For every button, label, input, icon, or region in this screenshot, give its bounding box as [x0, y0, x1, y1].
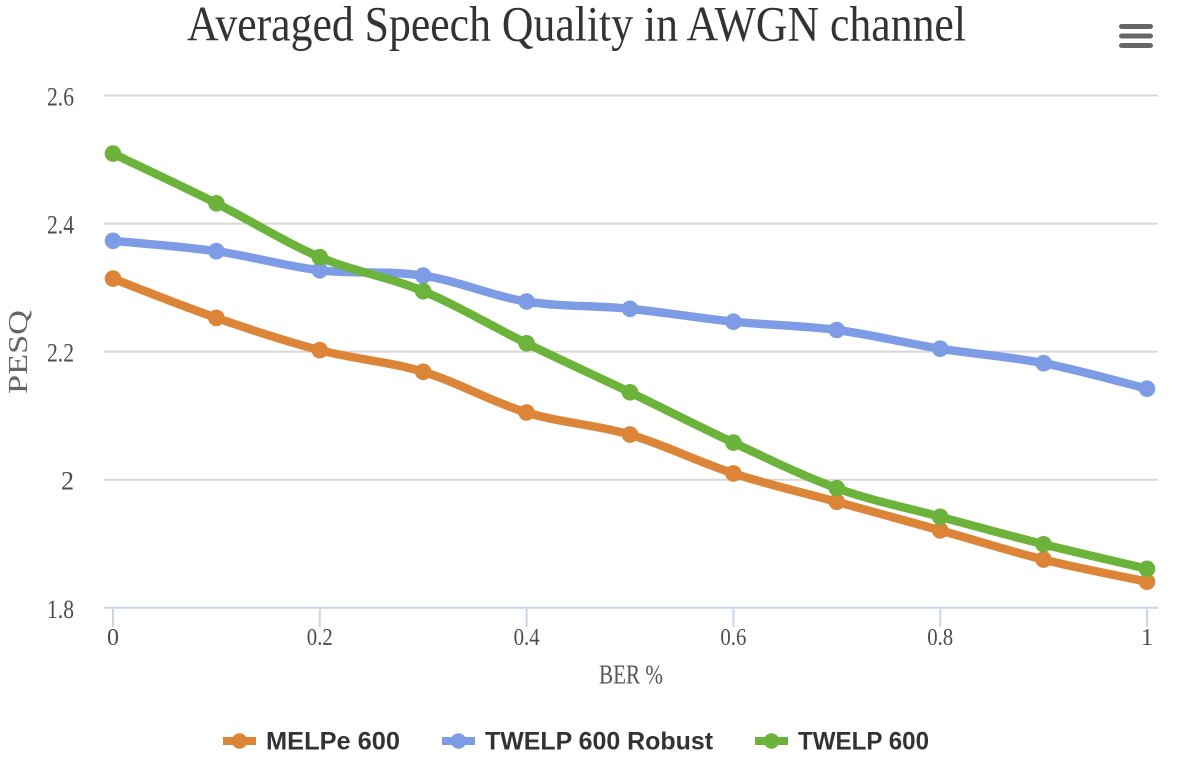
- svg-text:MELPe 600: MELPe 600: [266, 728, 400, 756]
- svg-text:0.8: 0.8: [927, 625, 953, 651]
- svg-text:TWELP 600 Robust: TWELP 600 Robust: [485, 728, 714, 756]
- svg-text:2: 2: [61, 467, 74, 496]
- svg-text:0.4: 0.4: [514, 625, 540, 651]
- svg-text:1: 1: [1141, 625, 1153, 651]
- svg-text:TWELP 600: TWELP 600: [798, 728, 929, 756]
- svg-text:2.6: 2.6: [47, 83, 74, 112]
- svg-text:0: 0: [107, 625, 119, 651]
- svg-text:1.8: 1.8: [47, 595, 74, 624]
- svg-text:2.4: 2.4: [47, 211, 74, 240]
- svg-text:2.2: 2.2: [47, 339, 74, 368]
- svg-text:0.6: 0.6: [720, 625, 746, 651]
- svg-text:0.2: 0.2: [307, 625, 333, 651]
- svg-text:BER %: BER %: [599, 659, 663, 689]
- svg-text:Averaged Speech Quality in AWG: Averaged Speech Quality in AWGN channel: [187, 0, 966, 51]
- svg-text:PESQ: PESQ: [3, 309, 33, 394]
